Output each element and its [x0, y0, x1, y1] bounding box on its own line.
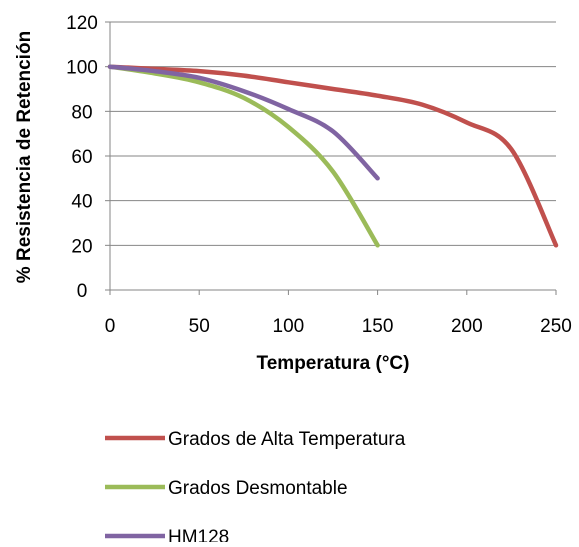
legend-item-grados-desmontable: Grados Desmontable — [105, 478, 348, 499]
legend-label: HM128 — [168, 527, 229, 542]
y-axis-title: % Resistencia de Retención — [14, 31, 35, 283]
x-tick-label: 50 — [189, 316, 210, 337]
legend: Grados de Alta Temperatura Grados Desmont… — [105, 429, 406, 547]
series-line-hm128 — [107, 64, 380, 181]
legend-item-grados-de-alta-temperatura: Grados de Alta Temperatura — [105, 429, 406, 450]
x-tick-labels: 0 50 100 150 200 250 — [105, 316, 572, 337]
x-tick-label: 0 — [105, 316, 116, 337]
y-tick-label: 120 — [66, 13, 98, 34]
series-line-grados-de-alta-temperatura — [107, 64, 559, 248]
x-tick-label: 250 — [540, 316, 572, 337]
axis-layer — [105, 21, 557, 295]
x-tick-label: 200 — [451, 316, 483, 337]
series-layer — [107, 64, 559, 248]
legend-item-hm128: HM128 — [105, 527, 229, 547]
x-tick-label: 100 — [273, 316, 305, 337]
y-tick-label: 20 — [71, 236, 92, 257]
x-tick-label: 150 — [362, 316, 394, 337]
y-tick-label: 40 — [71, 192, 92, 213]
legend-label: Grados Desmontable — [168, 478, 348, 499]
grid-layer — [110, 21, 556, 246]
series-line-grados-desmontable — [107, 64, 380, 248]
y-tick-label: 80 — [71, 102, 92, 123]
x-axis-title: Temperatura (°C) — [257, 353, 410, 374]
legend-label: Grados de Alta Temperatura — [168, 429, 406, 450]
y-tick-label: 100 — [66, 58, 98, 79]
y-tick-labels: 0 20 40 60 80 100 120 — [66, 13, 98, 302]
y-tick-label: 0 — [77, 281, 88, 302]
y-tick-label: 60 — [71, 147, 92, 168]
